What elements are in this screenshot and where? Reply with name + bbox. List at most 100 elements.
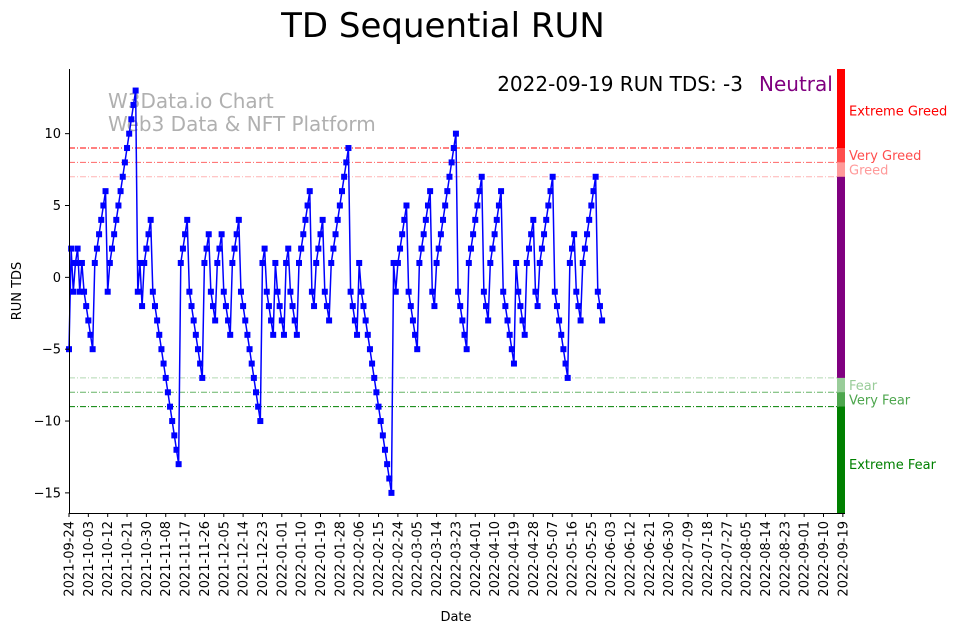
data-point <box>319 216 326 223</box>
data-point <box>91 259 98 266</box>
data-point <box>83 303 90 310</box>
x-tick-label: 2022-03-23 <box>449 521 464 597</box>
chart-title: TD Sequential RUN <box>280 6 605 46</box>
data-point <box>592 173 599 180</box>
data-point <box>167 403 174 410</box>
data-point <box>429 288 436 295</box>
data-point <box>100 202 107 209</box>
x-tick-label: 2022-09-19 <box>836 521 851 597</box>
data-point <box>315 245 322 252</box>
data-point <box>194 346 201 353</box>
x-tick-label: 2022-04-01 <box>469 521 484 597</box>
data-point <box>472 216 479 223</box>
data-point <box>549 173 556 180</box>
x-tick-label: 2022-02-24 <box>391 521 406 597</box>
x-tick-label: 2022-06-03 <box>604 521 619 597</box>
data-point <box>130 101 137 108</box>
data-point <box>72 259 79 266</box>
data-point <box>526 245 533 252</box>
data-point <box>351 317 358 324</box>
data-point <box>169 418 176 425</box>
data-point <box>463 346 470 353</box>
data-point <box>74 245 81 252</box>
data-point <box>502 303 509 310</box>
data-point <box>336 202 343 209</box>
x-tick-label: 2022-02-15 <box>372 521 387 597</box>
data-point <box>489 245 496 252</box>
data-point <box>147 216 154 223</box>
x-tick-label: 2022-01-01 <box>275 521 290 597</box>
data-point <box>156 331 163 338</box>
data-point <box>298 245 305 252</box>
data-point <box>506 331 513 338</box>
data-point <box>149 288 156 295</box>
data-point <box>182 231 189 238</box>
data-point <box>495 202 502 209</box>
data-point <box>483 303 490 310</box>
data-point <box>70 288 77 295</box>
zone-segment <box>837 406 845 513</box>
x-tick-label: 2021-11-08 <box>159 521 174 597</box>
data-point <box>283 259 290 266</box>
data-point <box>388 489 395 496</box>
data-point <box>220 288 227 295</box>
data-point <box>424 202 431 209</box>
data-point <box>121 159 128 166</box>
data-point <box>523 259 530 266</box>
latest-reading: 2022-09-19 RUN TDS: -3 Neutral <box>497 72 833 96</box>
data-point <box>465 259 472 266</box>
data-point <box>435 245 442 252</box>
data-point <box>265 303 272 310</box>
x-tick-label: 2022-05-07 <box>546 521 561 597</box>
x-tick-label: 2022-01-10 <box>295 521 310 597</box>
data-point <box>111 231 118 238</box>
data-point <box>467 245 474 252</box>
data-point <box>199 374 206 381</box>
series-line <box>68 90 603 493</box>
y-ticks: 10 5 0 −5 −10 −15 <box>34 127 69 501</box>
data-point <box>377 418 384 425</box>
x-tick-label: 2022-04-19 <box>507 521 522 597</box>
x-tick-label: 2022-08-14 <box>759 521 774 597</box>
data-point <box>433 259 440 266</box>
data-point <box>68 245 75 252</box>
data-point <box>564 374 571 381</box>
data-point <box>222 303 229 310</box>
data-point <box>379 432 386 439</box>
zone-segment <box>837 176 845 378</box>
data-point <box>113 216 120 223</box>
data-point <box>231 245 238 252</box>
x-tick-label: 2021-11-17 <box>179 521 194 597</box>
data-point <box>553 303 560 310</box>
data-point <box>508 346 515 353</box>
data-point <box>536 259 543 266</box>
data-point <box>162 374 169 381</box>
latest-run-value: RUN TDS: -3 <box>620 72 743 96</box>
data-point <box>513 259 520 266</box>
x-tick-label: 2022-06-30 <box>662 521 677 597</box>
data-point <box>81 288 88 295</box>
data-point <box>285 245 292 252</box>
data-point <box>558 331 565 338</box>
data-point <box>115 202 122 209</box>
data-point <box>158 346 165 353</box>
data-point <box>401 216 408 223</box>
zone-segment <box>837 377 845 393</box>
data-point <box>253 389 260 396</box>
data-point <box>261 245 268 252</box>
data-point <box>349 303 356 310</box>
data-point <box>392 288 399 295</box>
y-tick-label: −15 <box>34 486 61 501</box>
zone-segment <box>837 162 845 177</box>
data-point <box>326 317 333 324</box>
data-point <box>141 259 148 266</box>
data-point <box>362 317 369 324</box>
data-point <box>280 331 287 338</box>
data-point <box>102 188 109 195</box>
data-point <box>399 231 406 238</box>
data-point <box>278 317 285 324</box>
data-point <box>143 245 150 252</box>
y-tick-label: 5 <box>53 199 61 214</box>
data-point <box>119 173 126 180</box>
zone-label: Extreme Greed <box>849 105 947 120</box>
